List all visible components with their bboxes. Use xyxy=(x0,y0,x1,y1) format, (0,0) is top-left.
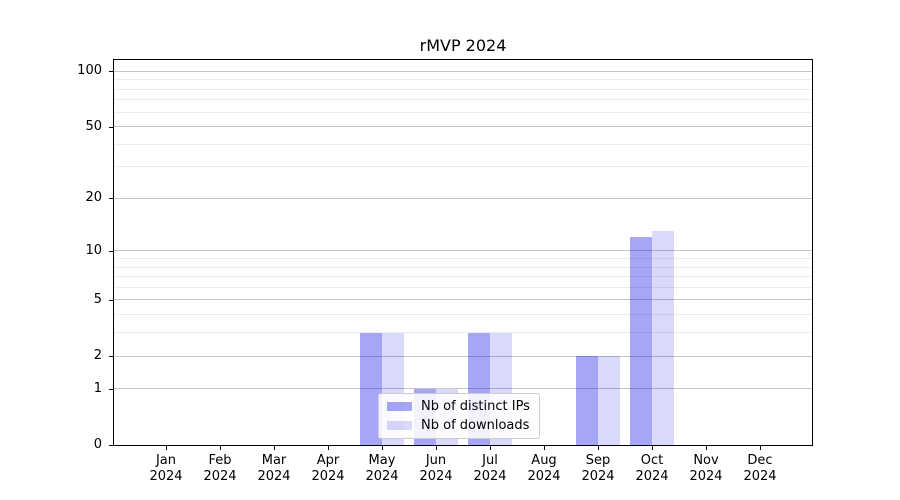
y-tick-label: 1 xyxy=(93,380,102,396)
x-tick-label: May 2024 xyxy=(365,453,399,484)
gridline-minor xyxy=(114,166,812,168)
x-tick xyxy=(598,446,599,450)
legend-swatch-icon xyxy=(387,421,412,430)
x-tick-label: Apr 2024 xyxy=(311,453,345,484)
gridline-minor xyxy=(114,332,812,334)
y-tick-label: 50 xyxy=(85,118,102,134)
gridline-major xyxy=(114,126,812,128)
x-tick xyxy=(544,446,545,450)
y-tick-label: 100 xyxy=(77,63,102,79)
x-tick xyxy=(328,446,329,450)
plot-area xyxy=(113,59,813,446)
gridline-major xyxy=(114,355,812,357)
gridline-major xyxy=(114,197,812,199)
bar-ips-may xyxy=(360,332,382,445)
y-tick xyxy=(109,445,113,446)
gridline-minor xyxy=(114,257,812,259)
x-tick-label: Oct 2024 xyxy=(635,453,669,484)
y-tick-label: 2 xyxy=(93,348,102,363)
x-tick-label: Dec 2024 xyxy=(743,453,777,484)
legend-item: Nb of downloads xyxy=(387,418,530,433)
y-tick-label: 20 xyxy=(85,190,102,206)
gridline-minor xyxy=(114,99,812,101)
bar-downloads-oct xyxy=(652,231,674,445)
x-tick-label: Aug 2024 xyxy=(527,453,561,484)
x-tick-label: Nov 2024 xyxy=(689,453,723,484)
x-tick xyxy=(652,446,653,450)
x-tick-label: Jul 2024 xyxy=(473,453,507,484)
bar-ips-oct xyxy=(630,237,652,445)
x-tick xyxy=(166,446,167,450)
y-tick xyxy=(109,250,113,252)
y-tick xyxy=(109,388,113,390)
x-tick xyxy=(382,446,383,450)
x-tick xyxy=(760,446,761,450)
legend-label: Nb of downloads xyxy=(421,418,530,433)
gridline-minor xyxy=(114,111,812,113)
legend-item: Nb of distinct IPs xyxy=(387,399,530,414)
gridline-minor xyxy=(114,286,812,288)
gridline-minor xyxy=(114,276,812,278)
gridline-minor xyxy=(114,143,812,145)
gridline-major xyxy=(114,250,812,252)
chart-title: rMVP 2024 xyxy=(419,36,507,55)
x-tick-label: Mar 2024 xyxy=(257,453,291,484)
x-tick xyxy=(436,446,437,450)
x-tick xyxy=(220,446,221,450)
legend-swatch-icon xyxy=(387,402,412,411)
y-tick-label: 10 xyxy=(85,242,102,258)
y-tick-label: 5 xyxy=(93,291,102,307)
legend-label: Nb of distinct IPs xyxy=(421,399,530,414)
gridline-minor xyxy=(114,266,812,268)
y-tick-label: 0 xyxy=(93,437,102,452)
y-tick xyxy=(109,198,113,200)
x-tick xyxy=(490,446,491,450)
bar-ips-sep xyxy=(576,356,598,445)
bar-downloads-sep xyxy=(598,356,620,445)
y-tick xyxy=(109,356,113,357)
gridline-major xyxy=(114,70,812,72)
x-tick-label: Jun 2024 xyxy=(419,453,453,484)
y-tick xyxy=(109,299,113,301)
x-tick-label: Feb 2024 xyxy=(203,453,237,484)
legend: Nb of distinct IPs Nb of downloads xyxy=(378,393,540,439)
x-tick xyxy=(274,446,275,450)
x-tick-label: Jan 2024 xyxy=(149,453,183,484)
gridline-minor xyxy=(114,88,812,90)
gridline-major xyxy=(114,388,812,390)
gridline-minor xyxy=(114,314,812,316)
y-tick xyxy=(109,71,113,73)
gridline-minor xyxy=(114,79,812,81)
gridline-major xyxy=(114,299,812,301)
x-tick-label: Sep 2024 xyxy=(581,453,615,484)
y-tick xyxy=(109,126,113,128)
x-tick xyxy=(706,446,707,450)
